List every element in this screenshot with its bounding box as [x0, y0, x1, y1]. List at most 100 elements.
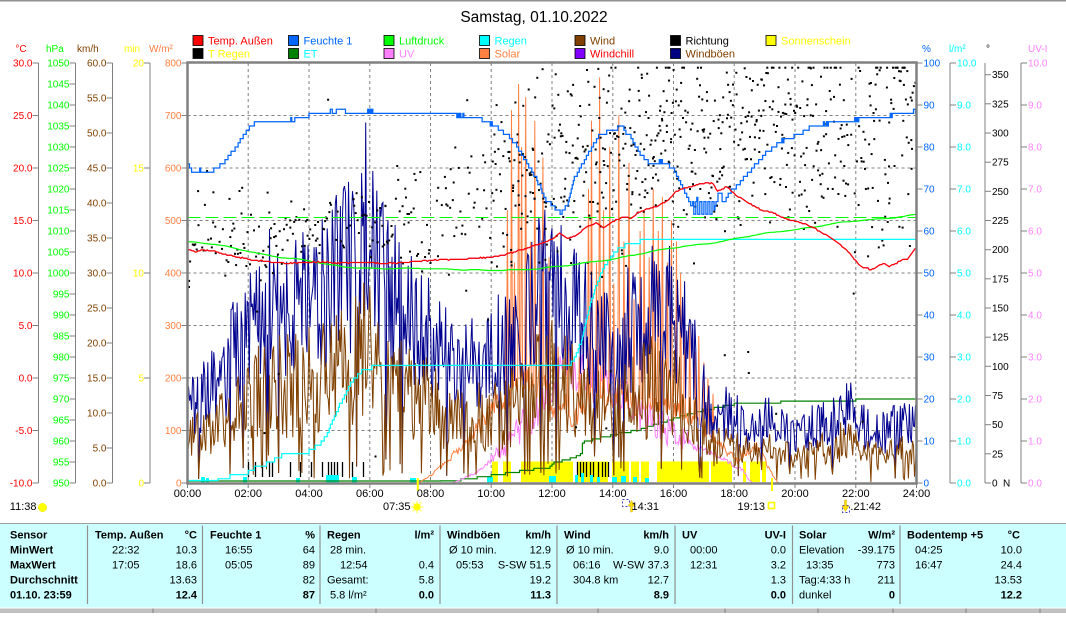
- svg-text:50: 50: [924, 269, 936, 280]
- svg-text:1025: 1025: [47, 164, 70, 175]
- svg-text:-39.175: -39.175: [858, 545, 895, 557]
- svg-text:5.0: 5.0: [957, 269, 971, 280]
- svg-text:0: 0: [889, 590, 895, 602]
- svg-text:13.53: 13.53: [994, 575, 1022, 587]
- svg-text:10.0: 10.0: [1001, 545, 1022, 557]
- svg-text:10: 10: [133, 269, 145, 280]
- svg-text:100: 100: [165, 426, 182, 437]
- svg-text:°C: °C: [15, 44, 26, 55]
- svg-text:15.0: 15.0: [13, 216, 33, 227]
- svg-text:12.2: 12.2: [1001, 590, 1022, 602]
- svg-text:1010: 1010: [47, 227, 70, 238]
- svg-text:10.0: 10.0: [13, 269, 33, 280]
- svg-text:400: 400: [165, 269, 182, 280]
- svg-text:1.0: 1.0: [957, 437, 971, 448]
- svg-text:19:13: 19:13: [737, 501, 765, 513]
- svg-text:45.0: 45.0: [87, 164, 107, 175]
- svg-text:Ø 10 min.: Ø 10 min.: [566, 545, 614, 557]
- svg-text:Ø 10 min.: Ø 10 min.: [449, 545, 497, 557]
- svg-text:4.0: 4.0: [1028, 311, 1042, 322]
- svg-text:Windchill: Windchill: [590, 49, 634, 61]
- svg-text:l/m²: l/m²: [414, 530, 434, 542]
- svg-text:350: 350: [992, 70, 1009, 81]
- svg-text:Wind: Wind: [590, 36, 615, 48]
- svg-text:75: 75: [992, 391, 1004, 402]
- svg-text:1.0: 1.0: [1028, 437, 1042, 448]
- svg-text:Temp. Außen: Temp. Außen: [95, 530, 164, 542]
- svg-text:20: 20: [133, 59, 145, 70]
- svg-text:500: 500: [165, 216, 182, 227]
- svg-text:W-SW 37.3: W-SW 37.3: [613, 560, 669, 572]
- svg-text:0.0: 0.0: [771, 545, 786, 557]
- svg-text:60.0: 60.0: [87, 59, 107, 70]
- svg-text:3.0: 3.0: [1028, 353, 1042, 364]
- svg-text:125: 125: [992, 333, 1009, 344]
- svg-text:0.0: 0.0: [771, 590, 786, 602]
- svg-text:970: 970: [53, 395, 70, 406]
- svg-text:0: 0: [176, 479, 182, 490]
- svg-text:0.0: 0.0: [1028, 479, 1042, 490]
- svg-text:%: %: [305, 530, 315, 542]
- svg-text:Feuchte 1: Feuchte 1: [210, 530, 261, 542]
- svg-text:MinWert: MinWert: [10, 545, 54, 557]
- svg-text:Elevation: Elevation: [799, 545, 844, 557]
- svg-text:0.0: 0.0: [419, 590, 434, 602]
- svg-text:10.0: 10.0: [1028, 59, 1048, 70]
- svg-text:Feuchte 1: Feuchte 1: [304, 36, 353, 48]
- svg-text:04:25: 04:25: [915, 545, 943, 557]
- svg-text:18:00: 18:00: [720, 488, 748, 500]
- svg-text:Sonnenschein: Sonnenschein: [781, 36, 851, 48]
- svg-text:8.0: 8.0: [957, 143, 971, 154]
- svg-text:70: 70: [924, 185, 936, 196]
- svg-text:9.0: 9.0: [654, 545, 669, 557]
- svg-text:05:05: 05:05: [225, 560, 253, 572]
- svg-text:1.3: 1.3: [771, 575, 786, 587]
- svg-text:1035: 1035: [47, 122, 70, 133]
- svg-text:06:16: 06:16: [573, 560, 601, 572]
- svg-text:100: 100: [924, 59, 941, 70]
- svg-text:40.0: 40.0: [87, 199, 107, 210]
- svg-text:15: 15: [133, 164, 145, 175]
- svg-text:300: 300: [165, 321, 182, 332]
- svg-text:13:35: 13:35: [806, 560, 834, 572]
- svg-text:12.7: 12.7: [648, 575, 669, 587]
- svg-text:600: 600: [165, 164, 182, 175]
- svg-text:dunkel: dunkel: [799, 590, 831, 602]
- svg-text:.21:42: .21:42: [850, 501, 881, 513]
- svg-text:Wind: Wind: [564, 530, 591, 542]
- svg-text:04:00: 04:00: [295, 488, 323, 500]
- svg-text:8.9: 8.9: [654, 590, 669, 602]
- svg-text:12:31: 12:31: [690, 560, 718, 572]
- svg-text:3.0: 3.0: [957, 353, 971, 364]
- svg-text:22:32: 22:32: [112, 545, 140, 557]
- svg-text:12:00: 12:00: [538, 488, 566, 500]
- svg-text:25.0: 25.0: [87, 304, 107, 315]
- svg-text:17:05: 17:05: [112, 560, 140, 572]
- svg-text:7.0: 7.0: [957, 185, 971, 196]
- svg-text:2.0: 2.0: [1028, 395, 1042, 406]
- svg-text:20.0: 20.0: [13, 164, 33, 175]
- svg-text:km/h: km/h: [77, 44, 99, 55]
- svg-text:965: 965: [53, 416, 70, 427]
- svg-text:1020: 1020: [47, 185, 70, 196]
- svg-text:UV: UV: [399, 49, 415, 61]
- svg-text:06:00: 06:00: [356, 488, 384, 500]
- svg-text:35.0: 35.0: [87, 234, 107, 245]
- svg-text:Windböen: Windböen: [447, 530, 500, 542]
- svg-text:11.3: 11.3: [530, 590, 551, 602]
- svg-text:07:35: 07:35: [383, 501, 411, 513]
- svg-text:22:00: 22:00: [842, 488, 870, 500]
- svg-text:950: 950: [53, 479, 70, 490]
- svg-text:W/m²: W/m²: [868, 530, 895, 542]
- svg-text:5: 5: [138, 374, 144, 385]
- svg-text:Durchschnitt: Durchschnitt: [10, 575, 78, 587]
- svg-text:9.0: 9.0: [1028, 101, 1042, 112]
- svg-text:°: °: [986, 44, 990, 55]
- svg-text:10.0: 10.0: [87, 409, 107, 420]
- svg-text:1015: 1015: [47, 206, 70, 217]
- svg-text:800: 800: [165, 59, 182, 70]
- svg-text:Solar: Solar: [799, 530, 827, 542]
- svg-text:UV-I: UV-I: [765, 530, 786, 542]
- svg-text:5.8: 5.8: [419, 575, 434, 587]
- svg-text:02:00: 02:00: [234, 488, 262, 500]
